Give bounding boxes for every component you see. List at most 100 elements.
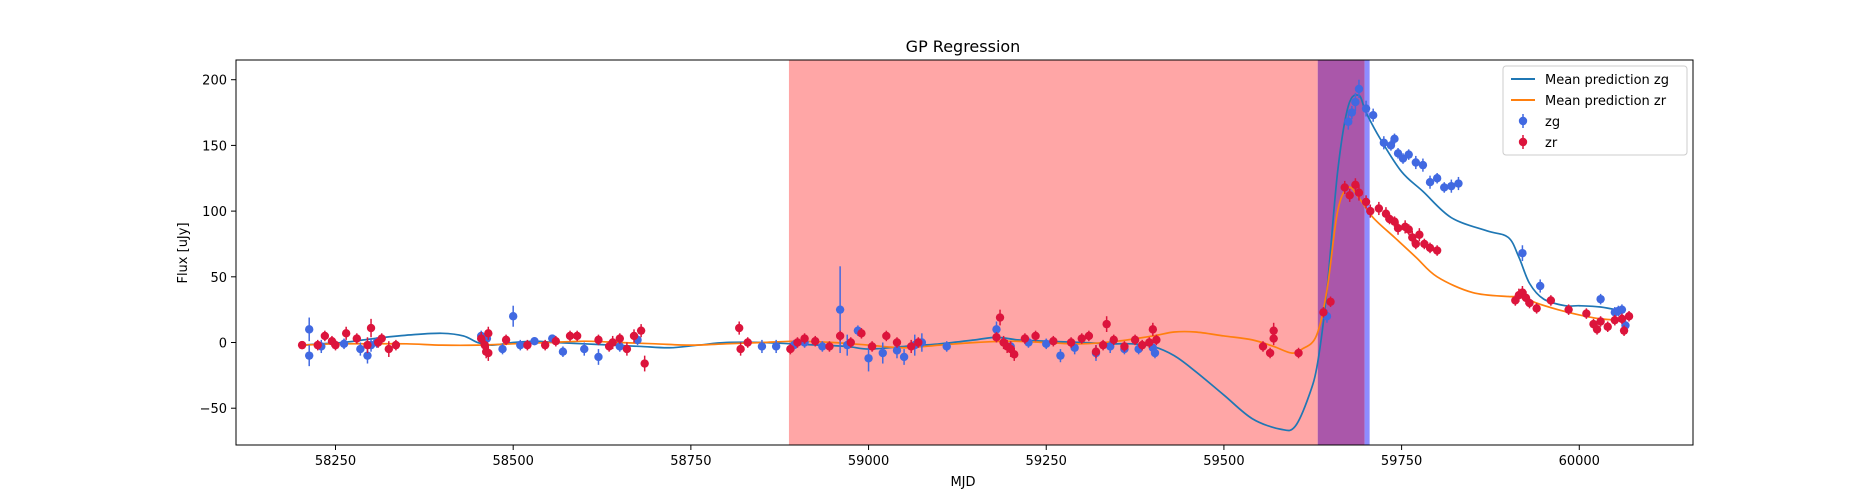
marker	[615, 342, 624, 351]
data-point-zr	[1066, 337, 1076, 348]
data-point-zr	[1130, 334, 1140, 346]
data-point-zg	[818, 341, 827, 352]
data-point-zg	[1347, 105, 1357, 120]
data-point-zr	[1592, 324, 1602, 335]
data-point-zg	[942, 341, 951, 352]
marker	[313, 340, 322, 350]
marker	[1347, 108, 1357, 117]
marker	[305, 325, 314, 334]
marker	[1148, 325, 1158, 334]
marker	[1130, 335, 1140, 345]
data-point-zr	[1345, 188, 1354, 202]
marker	[565, 331, 575, 341]
data-point-zr	[835, 330, 845, 342]
y-tick-label: 50	[210, 271, 227, 286]
data-point-zr	[1294, 347, 1303, 359]
marker	[995, 313, 1005, 322]
marker	[1077, 334, 1086, 343]
data-point-zr	[793, 337, 802, 348]
data-point-zr	[540, 339, 550, 351]
marker	[1415, 230, 1424, 239]
marker	[1592, 325, 1602, 334]
data-point-zr	[825, 341, 834, 352]
data-point-zg	[508, 305, 518, 327]
marker	[363, 351, 372, 360]
data-point-zg	[771, 339, 781, 354]
x-tick-label: 59000	[848, 454, 889, 469]
x-tick-label: 60000	[1559, 454, 1600, 469]
data-point-zr	[331, 339, 340, 351]
marker	[508, 312, 518, 321]
marker	[857, 329, 866, 338]
marker	[339, 339, 349, 349]
data-point-zr	[1564, 304, 1573, 315]
marker	[622, 344, 632, 354]
data-point-zr	[629, 329, 639, 343]
x-tick-label: 59500	[1203, 454, 1244, 469]
data-point-zg	[899, 349, 909, 365]
marker	[384, 344, 394, 354]
data-point-zr	[640, 355, 649, 372]
marker	[501, 335, 511, 345]
marker	[1432, 174, 1442, 183]
data-point-zr	[736, 342, 745, 356]
data-point-zr	[1148, 322, 1158, 336]
data-point-zr	[1152, 334, 1161, 346]
data-point-zg	[339, 338, 349, 350]
data-point-zr	[341, 326, 351, 340]
marker	[1066, 338, 1076, 347]
x-tick-label: 59250	[1026, 454, 1067, 469]
data-point-zr	[1091, 345, 1101, 359]
marker	[523, 340, 532, 350]
marker	[846, 338, 855, 347]
marker	[1386, 141, 1396, 150]
marker	[1109, 335, 1118, 345]
marker	[1379, 138, 1389, 147]
marker	[608, 338, 617, 347]
data-point-zr	[1351, 178, 1360, 192]
data-point-zr	[1404, 224, 1413, 235]
y-tick-label: −50	[200, 402, 227, 417]
data-point-zg	[1418, 158, 1428, 172]
marker	[1344, 117, 1353, 126]
marker	[366, 323, 376, 333]
marker	[352, 334, 362, 343]
data-point-zg	[1404, 149, 1413, 160]
legend-box	[1502, 65, 1688, 156]
x-tick-label: 58750	[670, 454, 711, 469]
data-point-zr	[384, 341, 394, 357]
marker	[1340, 183, 1349, 192]
data-point-zr	[1610, 314, 1620, 326]
marker	[1010, 350, 1019, 359]
marker	[899, 352, 909, 362]
marker	[1596, 294, 1605, 304]
marker	[1152, 335, 1161, 345]
marker	[484, 329, 493, 338]
data-point-zr	[363, 337, 372, 354]
marker	[892, 338, 902, 347]
marker	[906, 342, 916, 351]
marker	[1411, 239, 1421, 249]
data-point-zg	[1351, 92, 1360, 112]
data-point-zr	[800, 333, 809, 344]
data-point-zr	[1031, 330, 1040, 342]
data-point-zg	[558, 346, 568, 357]
marker	[1098, 340, 1108, 350]
marker	[1084, 331, 1094, 341]
marker	[757, 342, 767, 351]
data-point-zr	[1432, 245, 1442, 256]
marker	[734, 323, 744, 333]
marker	[1518, 248, 1527, 258]
marker	[1532, 304, 1541, 313]
marker	[942, 342, 951, 351]
marker	[818, 342, 827, 351]
data-point-zg	[1386, 140, 1396, 151]
data-point-zr	[914, 337, 923, 348]
legend-label: zr	[1545, 136, 1558, 151]
data-point-zr	[1619, 325, 1629, 336]
data-point-zr	[391, 339, 401, 351]
legend: Mean prediction zg Mean prediction zr zg zr	[1502, 65, 1688, 156]
marker	[1351, 180, 1360, 190]
data-point-zg	[1617, 304, 1627, 315]
marker	[1345, 191, 1354, 200]
